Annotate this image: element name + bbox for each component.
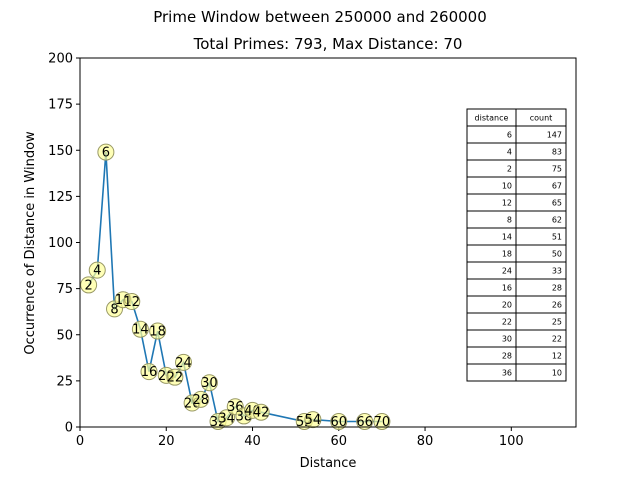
data-point-label: 28 xyxy=(192,393,209,408)
table-cell-text: 6 xyxy=(507,131,512,140)
table-cell-text: 10 xyxy=(552,369,562,378)
y-axis-label: Occurrence of Distance in Window xyxy=(23,131,38,355)
plot-frame xyxy=(79,57,577,428)
x-tick-label: 80 xyxy=(417,434,434,449)
x-axis-label: Distance xyxy=(300,456,357,471)
table-cell-text: 12 xyxy=(502,199,512,208)
table-cell-text: 28 xyxy=(552,284,562,293)
data-point-label: 6 xyxy=(102,146,110,161)
data-point xyxy=(166,368,184,386)
x-tick-label: 40 xyxy=(244,434,261,449)
data-point xyxy=(192,390,210,408)
data-point xyxy=(200,374,218,392)
data-point-label: 24 xyxy=(175,356,192,371)
data-point xyxy=(149,322,167,340)
table-cell-text: 8 xyxy=(507,216,512,225)
table-cell-text: 4 xyxy=(507,148,512,157)
table-cell-text: 2 xyxy=(507,165,512,174)
table-cell-text: 16 xyxy=(502,284,512,293)
data-point-label: 34 xyxy=(218,411,235,426)
data-point-label: 30 xyxy=(201,376,218,391)
table-cell-text: 12 xyxy=(552,352,562,361)
data-point xyxy=(373,412,391,430)
table-cell-text: 24 xyxy=(502,267,512,276)
x-tick-label: 0 xyxy=(76,434,84,449)
data-point xyxy=(80,276,98,294)
table-cell-text: 22 xyxy=(502,318,512,327)
data-point-label: 2 xyxy=(84,278,92,293)
data-point xyxy=(97,143,115,161)
data-point-label: 4 xyxy=(93,264,101,279)
y-tick-label: 125 xyxy=(48,190,73,205)
y-tick-label: 50 xyxy=(56,328,73,343)
table-cell-text: 14 xyxy=(502,233,512,242)
data-point xyxy=(304,411,322,429)
data-point-label: 22 xyxy=(167,371,184,386)
data-point xyxy=(140,363,158,381)
y-tick-label: 75 xyxy=(56,282,73,297)
data-point-label: 18 xyxy=(149,325,166,340)
data-point-label: 16 xyxy=(141,365,158,380)
data-point-label: 54 xyxy=(305,413,322,428)
table-cell-text: 36 xyxy=(502,369,512,378)
table-cell-text: 25 xyxy=(552,318,562,327)
table-cell-text: 20 xyxy=(502,301,512,310)
y-tick-label: 100 xyxy=(48,236,73,251)
y-tick-label: 200 xyxy=(48,52,73,67)
data-point-label: 66 xyxy=(356,415,373,430)
table-cell-text: 75 xyxy=(552,165,562,174)
table-cell-text: 147 xyxy=(547,131,562,140)
table-cell xyxy=(515,363,567,382)
data-point xyxy=(356,412,374,430)
table-cell-text: 26 xyxy=(552,301,562,310)
data-point xyxy=(252,403,270,421)
table-cell-text: 62 xyxy=(552,216,562,225)
x-tick-label: 60 xyxy=(331,434,348,449)
table-cell-text: 22 xyxy=(552,335,562,344)
x-tick-label: 100 xyxy=(499,434,524,449)
x-tick-label: 20 xyxy=(158,434,175,449)
table-cell-text: 67 xyxy=(552,182,562,191)
table-cell-text: 30 xyxy=(502,335,512,344)
y-tick-label: 175 xyxy=(48,98,73,113)
table-cell-text: 83 xyxy=(552,148,562,157)
table-cell-text: 28 xyxy=(502,352,512,361)
data-point xyxy=(88,261,106,279)
chart-title: Prime Window between 250000 and 260000 xyxy=(153,8,487,26)
table-cell-text: 10 xyxy=(502,182,512,191)
data-point xyxy=(131,320,149,338)
table-header-text: distance xyxy=(475,114,509,123)
table-cell-text: 51 xyxy=(552,233,562,242)
data-point xyxy=(175,353,193,371)
chart-subtitle: Total Primes: 793, Max Distance: 70 xyxy=(193,35,463,53)
table-cell-text: 50 xyxy=(552,250,562,259)
table-cell-text: 18 xyxy=(502,250,512,259)
data-point-label: 60 xyxy=(331,415,348,430)
data-point-label: 70 xyxy=(374,415,391,430)
y-tick-label: 0 xyxy=(65,421,73,436)
table-cell-text: 33 xyxy=(552,267,562,276)
data-point-label: 8 xyxy=(110,302,118,317)
y-tick-label: 150 xyxy=(48,144,73,159)
data-point xyxy=(123,293,141,311)
table-header-text: count xyxy=(530,114,553,123)
data-point xyxy=(330,412,348,430)
data-point-label: 42 xyxy=(253,406,270,421)
table-cell-text: 65 xyxy=(552,199,562,208)
series-line xyxy=(87,152,382,423)
y-tick-label: 25 xyxy=(56,374,73,389)
data-point-label: 12 xyxy=(123,295,140,310)
data-point-label: 14 xyxy=(132,323,149,338)
